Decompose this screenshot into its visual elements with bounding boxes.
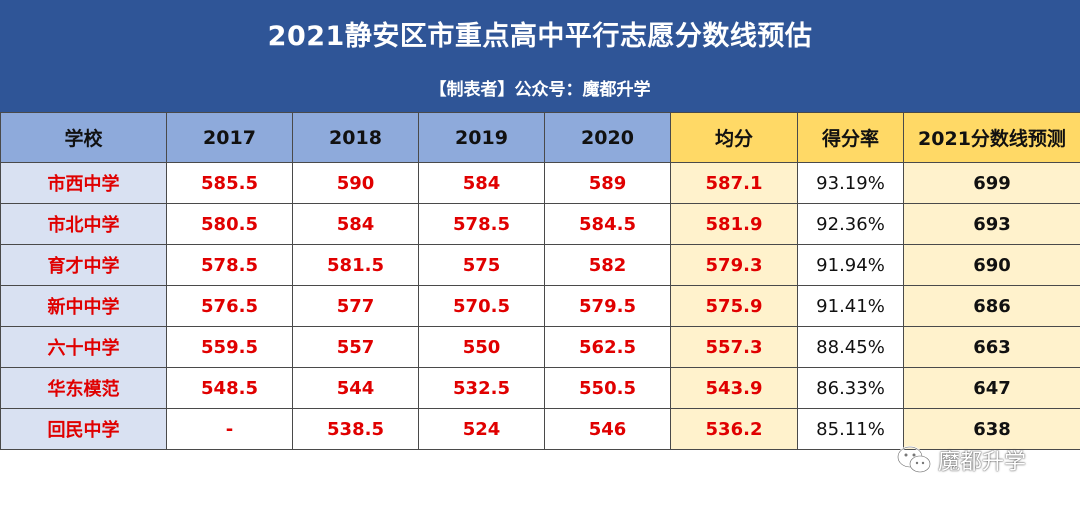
school-name-cell: 六十中学 [0, 326, 167, 368]
score-2019-cell: 532.5 [418, 367, 545, 409]
column-header-2021-prediction: 2021分数线预测 [903, 112, 1080, 163]
average-cell: 543.9 [670, 367, 798, 409]
score-2017-cell: 578.5 [166, 244, 293, 286]
school-name-cell: 市西中学 [0, 162, 167, 204]
score-2018-cell: 544 [292, 367, 419, 409]
score-rate-cell: 91.41% [797, 285, 904, 327]
school-name-cell: 育才中学 [0, 244, 167, 286]
score-2018-cell: 584 [292, 203, 419, 245]
prediction-cell: 638 [903, 408, 1080, 450]
column-header-2019: 2019 [418, 112, 545, 163]
score-2020-cell: 546 [544, 408, 671, 450]
school-name-cell: 新中中学 [0, 285, 167, 327]
score-rate-cell: 93.19% [797, 162, 904, 204]
table-row: 育才中学 578.5 581.5 575 582 579.3 91.94% 69… [0, 244, 1080, 286]
score-rate-cell: 85.11% [797, 408, 904, 450]
score-2020-cell: 589 [544, 162, 671, 204]
school-name-cell: 市北中学 [0, 203, 167, 245]
score-2017-cell: 580.5 [166, 203, 293, 245]
table-row: 六十中学 559.5 557 550 562.5 557.3 88.45% 66… [0, 326, 1080, 368]
column-header-2018: 2018 [292, 112, 419, 163]
watermark: 魔都升学 [896, 444, 1026, 476]
score-2018-cell: 581.5 [292, 244, 419, 286]
average-cell: 575.9 [670, 285, 798, 327]
score-2017-cell: - [166, 408, 293, 450]
wechat-icon [897, 446, 931, 473]
score-2020-cell: 579.5 [544, 285, 671, 327]
score-2020-cell: 562.5 [544, 326, 671, 368]
score-2020-cell: 550.5 [544, 367, 671, 409]
prediction-cell: 690 [903, 244, 1080, 286]
score-2019-cell: 550 [418, 326, 545, 368]
score-2018-cell: 557 [292, 326, 419, 368]
page-title: 2021静安区市重点高中平行志愿分数线预估 [267, 21, 813, 52]
average-cell: 587.1 [670, 162, 798, 204]
score-2020-cell: 584.5 [544, 203, 671, 245]
score-2017-cell: 585.5 [166, 162, 293, 204]
score-rate-cell: 86.33% [797, 367, 904, 409]
column-header-school: 学校 [0, 112, 167, 163]
average-cell: 581.9 [670, 203, 798, 245]
table-header-row: 学校 2017 2018 2019 2020 均分 得分率 2021分数线预测 [0, 112, 1080, 163]
school-name-cell: 回民中学 [0, 408, 167, 450]
score-2017-cell: 576.5 [166, 285, 293, 327]
score-2018-cell: 577 [292, 285, 419, 327]
column-header-score-rate: 得分率 [797, 112, 904, 163]
average-cell: 536.2 [670, 408, 798, 450]
score-2018-cell: 590 [292, 162, 419, 204]
score-table: 学校 2017 2018 2019 2020 均分 得分率 2021分数线预测 … [0, 112, 1080, 450]
average-cell: 557.3 [670, 326, 798, 368]
prediction-cell: 693 [903, 203, 1080, 245]
prediction-cell: 663 [903, 326, 1080, 368]
score-2018-cell: 538.5 [292, 408, 419, 450]
school-name-cell: 华东模范 [0, 367, 167, 409]
score-2020-cell: 582 [544, 244, 671, 286]
score-2019-cell: 524 [418, 408, 545, 450]
score-2019-cell: 584 [418, 162, 545, 204]
average-cell: 579.3 [670, 244, 798, 286]
score-2019-cell: 570.5 [418, 285, 545, 327]
table-row: 市北中学 580.5 584 578.5 584.5 581.9 92.36% … [0, 203, 1080, 245]
score-2019-cell: 575 [418, 244, 545, 286]
page-subtitle: 【制表者】公众号：魔都升学 [429, 80, 651, 100]
column-header-average: 均分 [670, 112, 798, 163]
score-rate-cell: 88.45% [797, 326, 904, 368]
score-2017-cell: 559.5 [166, 326, 293, 368]
table-row: 华东模范 548.5 544 532.5 550.5 543.9 86.33% … [0, 367, 1080, 409]
prediction-cell: 647 [903, 367, 1080, 409]
column-header-2020: 2020 [544, 112, 671, 163]
prediction-cell: 699 [903, 162, 1080, 204]
title-banner: 2021静安区市重点高中平行志愿分数线预估 【制表者】公众号：魔都升学 [0, 0, 1080, 112]
score-2017-cell: 548.5 [166, 367, 293, 409]
table-row: 回民中学 - 538.5 524 546 536.2 85.11% 638 [0, 408, 1080, 450]
watermark-text: 魔都升学 [938, 450, 1027, 475]
score-rate-cell: 92.36% [797, 203, 904, 245]
score-2019-cell: 578.5 [418, 203, 545, 245]
prediction-cell: 686 [903, 285, 1080, 327]
table-row: 市西中学 585.5 590 584 589 587.1 93.19% 699 [0, 162, 1080, 204]
score-rate-cell: 91.94% [797, 244, 904, 286]
column-header-2017: 2017 [166, 112, 293, 163]
table-row: 新中中学 576.5 577 570.5 579.5 575.9 91.41% … [0, 285, 1080, 327]
